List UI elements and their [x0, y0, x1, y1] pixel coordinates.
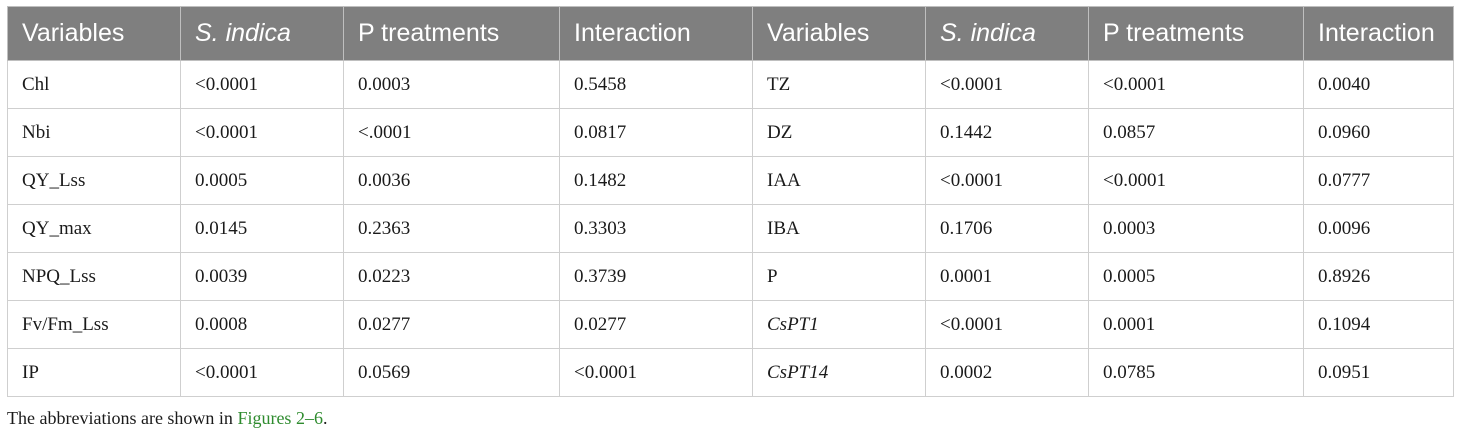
table-cell: <0.0001 [180, 108, 344, 157]
header-p-treatments-1: P treatments [343, 6, 560, 61]
anova-table: Variables S. indica P treatments Interac… [7, 6, 1454, 397]
table-cell: 0.0008 [180, 300, 344, 349]
header-p-treatments-2: P treatments [1088, 6, 1304, 61]
table-cell: <.0001 [343, 108, 560, 157]
table-cell: <0.0001 [1088, 60, 1304, 109]
table-cell: 0.0960 [1303, 108, 1454, 157]
table-cell: 0.3303 [559, 204, 753, 253]
table-cell: 0.0005 [1088, 252, 1304, 301]
header-row: Variables S. indica P treatments Interac… [7, 6, 1454, 61]
table-cell: CsPT1 [752, 300, 926, 349]
table-cell: 0.0817 [559, 108, 753, 157]
table-cell: <0.0001 [180, 60, 344, 109]
table-cell: P [752, 252, 926, 301]
table-row: IP <0.0001 0.0569 <0.0001 CsPT14 0.0002 … [7, 348, 1454, 397]
footnote-end: . [322, 408, 328, 428]
table-cell: NPQ_Lss [7, 252, 181, 301]
table-cell: 0.0777 [1303, 156, 1454, 205]
table-cell: 0.0005 [180, 156, 344, 205]
table-cell: TZ [752, 60, 926, 109]
table-row: Chl <0.0001 0.0003 0.5458 TZ <0.0001 <0.… [7, 60, 1454, 109]
table-cell: 0.0569 [343, 348, 560, 397]
table-cell: 0.0001 [1088, 300, 1304, 349]
table-cell: IP [7, 348, 181, 397]
figures-link[interactable]: Figures 2–6 [237, 408, 323, 428]
table-cell: 0.8926 [1303, 252, 1454, 301]
table-cell: 0.2363 [343, 204, 560, 253]
table-row: QY_Lss 0.0005 0.0036 0.1482 IAA <0.0001 … [7, 156, 1454, 205]
table-cell: Nbi [7, 108, 181, 157]
table-cell: 0.0223 [343, 252, 560, 301]
footnote-text: The abbreviations are shown in [7, 408, 238, 428]
table-row: NPQ_Lss 0.0039 0.0223 0.3739 P 0.0001 0.… [7, 252, 1454, 301]
table-cell: 0.0001 [925, 252, 1089, 301]
table-cell: <0.0001 [559, 348, 753, 397]
header-s-indica-2: S. indica [925, 6, 1089, 61]
table-cell: 0.0145 [180, 204, 344, 253]
table-cell: <0.0001 [925, 156, 1089, 205]
table-cell: 0.0857 [1088, 108, 1304, 157]
table-cell: QY_max [7, 204, 181, 253]
table-row: Nbi <0.0001 <.0001 0.0817 DZ 0.1442 0.08… [7, 108, 1454, 157]
table-cell: 0.0951 [1303, 348, 1454, 397]
table-cell: IBA [752, 204, 926, 253]
table-row: Fv/Fm_Lss 0.0008 0.0277 0.0277 CsPT1 <0.… [7, 300, 1454, 349]
table-cell: 0.0036 [343, 156, 560, 205]
table-cell: 0.0003 [343, 60, 560, 109]
table-cell: 0.0785 [1088, 348, 1304, 397]
table-cell: 0.1094 [1303, 300, 1454, 349]
table-row: QY_max 0.0145 0.2363 0.3303 IBA 0.1706 0… [7, 204, 1454, 253]
table-cell: 0.0039 [180, 252, 344, 301]
header-variables-2: Variables [752, 6, 926, 61]
table-cell: 0.0277 [559, 300, 753, 349]
table-cell: 0.5458 [559, 60, 753, 109]
table-cell: 0.1706 [925, 204, 1089, 253]
header-s-indica-1: S. indica [180, 6, 344, 61]
table-cell: 0.0040 [1303, 60, 1454, 109]
table-cell: CsPT14 [752, 348, 926, 397]
table-cell: DZ [752, 108, 926, 157]
table-cell: Chl [7, 60, 181, 109]
table-cell: 0.0003 [1088, 204, 1304, 253]
anova-table-container: Variables S. indica P treatments Interac… [7, 6, 1454, 397]
table-cell: 0.1442 [925, 108, 1089, 157]
table-cell: <0.0001 [925, 300, 1089, 349]
header-interaction-1: Interaction [559, 6, 753, 61]
header-interaction-2: Interaction [1303, 6, 1454, 61]
table-cell: IAA [752, 156, 926, 205]
table-cell: 0.0277 [343, 300, 560, 349]
header-variables-1: Variables [7, 6, 181, 61]
table-footnote: The abbreviations are shown in Figures 2… [7, 408, 327, 429]
table-cell: 0.0002 [925, 348, 1089, 397]
table-cell: <0.0001 [1088, 156, 1304, 205]
table-cell: 0.0096 [1303, 204, 1454, 253]
table-cell: <0.0001 [180, 348, 344, 397]
table-cell: <0.0001 [925, 60, 1089, 109]
table-cell: QY_Lss [7, 156, 181, 205]
table-cell: 0.3739 [559, 252, 753, 301]
table-cell: Fv/Fm_Lss [7, 300, 181, 349]
table-cell: 0.1482 [559, 156, 753, 205]
